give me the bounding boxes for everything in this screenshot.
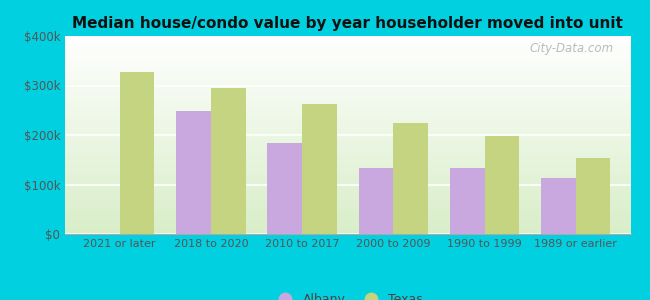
- Bar: [268, 143, 302, 234]
- Bar: [484, 136, 519, 234]
- Bar: [176, 111, 211, 234]
- Bar: [541, 178, 576, 234]
- Bar: [450, 168, 484, 234]
- Text: City-Data.com: City-Data.com: [529, 42, 614, 55]
- Bar: [393, 123, 428, 234]
- Title: Median house/condo value by year householder moved into unit: Median house/condo value by year househo…: [72, 16, 623, 31]
- Bar: [302, 104, 337, 234]
- Legend: Albany, Texas: Albany, Texas: [268, 288, 428, 300]
- Bar: [576, 158, 610, 234]
- Bar: [120, 72, 155, 234]
- Bar: [211, 88, 246, 234]
- Bar: [359, 168, 393, 234]
